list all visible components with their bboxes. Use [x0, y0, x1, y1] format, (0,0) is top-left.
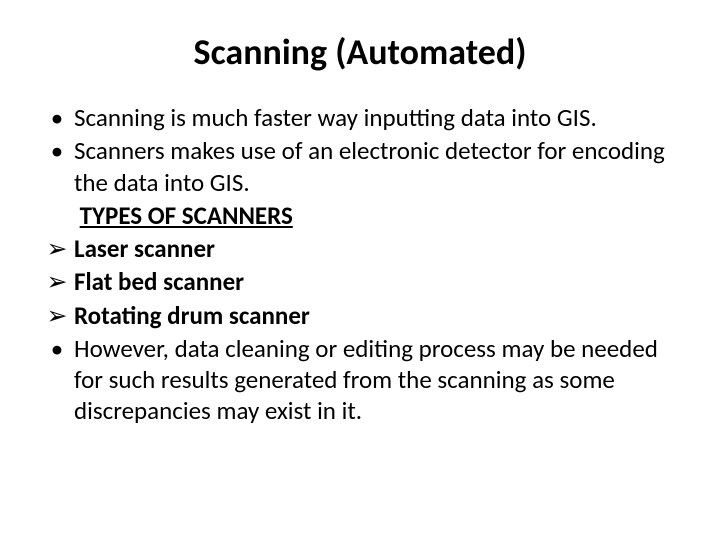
- list-item: • Scanning is much faster way inputting …: [40, 102, 680, 133]
- list-item-text: Laser scanner: [74, 233, 680, 264]
- list-item-text: Rotating drum scanner: [74, 300, 680, 331]
- bullet-dot-icon: •: [40, 102, 74, 133]
- list-item-text: However, data cleaning or editing proces…: [74, 333, 680, 427]
- list-item-text: Flat bed scanner: [74, 266, 680, 297]
- types-heading: TYPES OF SCANNERS: [74, 200, 680, 231]
- list-item: TYPES OF SCANNERS: [40, 200, 680, 231]
- bullet-arrow-icon: ➢: [40, 266, 74, 297]
- types-heading-text: TYPES OF SCANNERS: [80, 200, 293, 231]
- list-item-text: Scanning is much faster way inputting da…: [74, 102, 680, 133]
- list-item: • However, data cleaning or editing proc…: [40, 333, 680, 427]
- bullet-dot-icon: •: [40, 135, 74, 166]
- slide-body: • Scanning is much faster way inputting …: [40, 102, 680, 500]
- bullet-arrow-icon: ➢: [40, 300, 74, 331]
- bullet-dot-icon: •: [40, 333, 74, 364]
- list-item: ➢ Rotating drum scanner: [40, 300, 680, 331]
- bullet-arrow-icon: ➢: [40, 233, 74, 264]
- slide: Scanning (Automated) • Scanning is much …: [0, 0, 720, 540]
- list-item: • Scanners makes use of an electronic de…: [40, 135, 680, 198]
- slide-title: Scanning (Automated): [40, 30, 680, 74]
- list-item: ➢ Flat bed scanner: [40, 266, 680, 297]
- list-item-text: Scanners makes use of an electronic dete…: [74, 135, 680, 198]
- list-item: ➢ Laser scanner: [40, 233, 680, 264]
